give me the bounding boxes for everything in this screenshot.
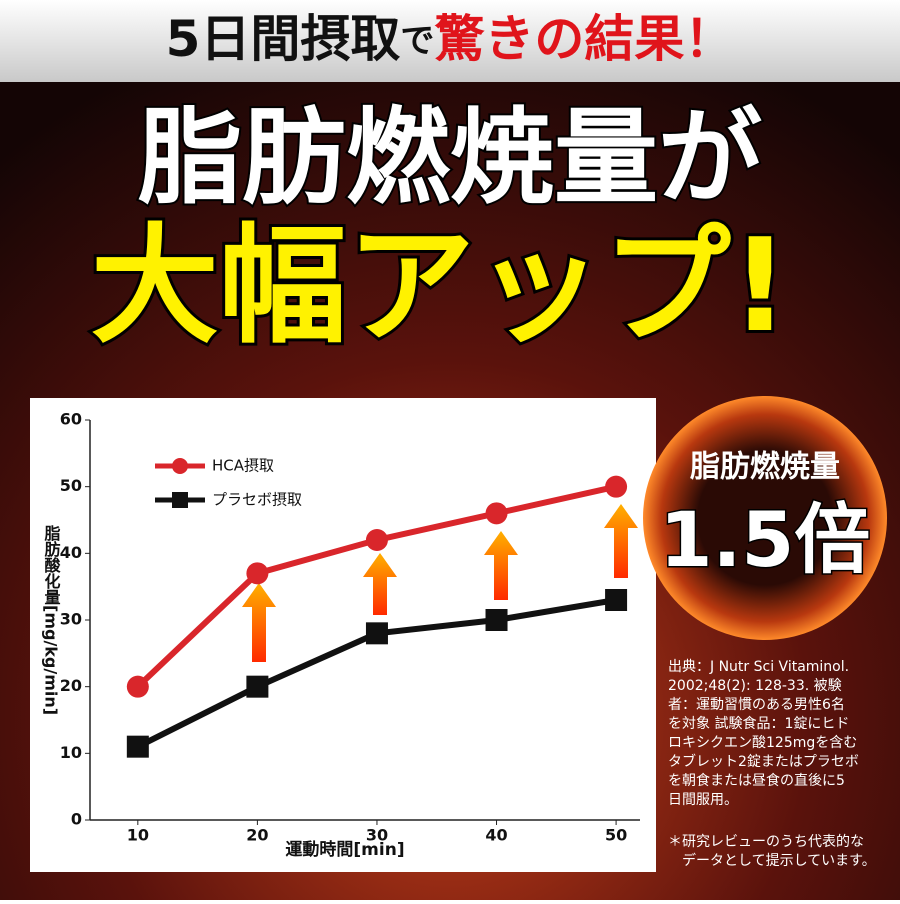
x-tick-label: 20 bbox=[246, 826, 268, 845]
arrows bbox=[242, 504, 638, 662]
banner-part: 驚きの結果！ bbox=[434, 10, 734, 68]
headline: 大幅アップ! bbox=[91, 212, 789, 361]
badge-label: 脂肪燃焼量 bbox=[690, 450, 840, 485]
badge bbox=[643, 396, 887, 640]
marker bbox=[605, 475, 628, 498]
arrow bbox=[484, 531, 518, 600]
y-tick-label: 10 bbox=[60, 743, 82, 762]
x-tick-label: 10 bbox=[127, 826, 149, 845]
legend-label: プラセボ摂取 bbox=[212, 491, 302, 509]
chart-panel bbox=[30, 398, 656, 872]
marker bbox=[246, 562, 269, 585]
source-line: タブレット2錠またはプラセボ bbox=[668, 753, 859, 770]
marker bbox=[485, 502, 508, 525]
banner: 5日間摂取で驚きの結果！ bbox=[166, 10, 735, 68]
headline: 脂肪燃焼量が bbox=[138, 96, 762, 218]
x-tick-label: 40 bbox=[485, 826, 507, 845]
source-line: 出典：J Nutr Sci Vitaminol. bbox=[668, 659, 849, 675]
y-tick-label: 60 bbox=[60, 410, 82, 429]
footnote-line: データとして提示しています。 bbox=[682, 852, 876, 869]
source-line: 日間服用。 bbox=[668, 792, 738, 808]
footnote-line: ＊研究レビューのうち代表的な bbox=[668, 834, 864, 850]
marker bbox=[605, 589, 628, 611]
x-tick-label: 50 bbox=[605, 826, 627, 845]
marker bbox=[365, 622, 388, 645]
source-line: ロキシクエン酸125mgを含む bbox=[668, 735, 857, 751]
arrow bbox=[242, 583, 276, 662]
source-line: 者：運動習慣のある男性6名 bbox=[668, 696, 845, 713]
marker bbox=[365, 529, 388, 551]
y-tick-label: 50 bbox=[60, 476, 82, 495]
y-tick-label: 20 bbox=[60, 676, 82, 695]
source-line: 2002;48(2): 128-33. 被験 bbox=[668, 678, 842, 694]
arrow bbox=[363, 553, 397, 615]
source-line: を朝食または昼食の直後に5 bbox=[668, 772, 845, 789]
x-tick-label: 30 bbox=[366, 826, 388, 845]
y-tick-label: 40 bbox=[60, 543, 82, 562]
legend-marker bbox=[172, 492, 188, 508]
x-axis-label: 運動時間[min] bbox=[285, 839, 404, 860]
marker bbox=[126, 735, 149, 758]
y-tick-label: 30 bbox=[60, 610, 82, 629]
banner-band bbox=[0, 0, 900, 82]
arrow bbox=[604, 504, 638, 578]
banner-part: 5日間摂取 bbox=[166, 10, 401, 68]
legend-label: HCA摂取 bbox=[212, 457, 274, 475]
marker bbox=[485, 609, 508, 631]
banner-part: で bbox=[400, 21, 434, 61]
legend-marker bbox=[172, 458, 188, 474]
marker bbox=[246, 675, 269, 698]
marker bbox=[126, 675, 149, 698]
y-tick-label: 0 bbox=[71, 810, 82, 829]
badge-value: 1.5倍 bbox=[660, 495, 871, 584]
y-axis-label: 脂肪酸化量[mg/kg/min] bbox=[42, 524, 61, 715]
source-line: を対象 試験食品：1錠にヒド bbox=[668, 715, 849, 732]
